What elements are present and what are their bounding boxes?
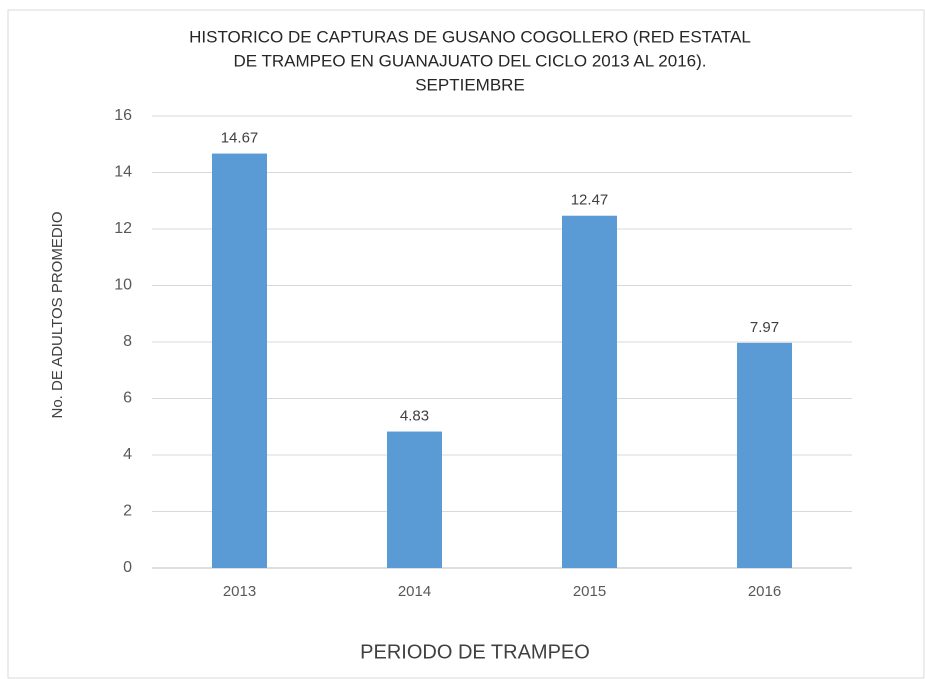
x-tick-label: 2016 <box>748 583 781 600</box>
bar <box>737 342 792 568</box>
data-label: 7.97 <box>750 319 779 336</box>
x-axis-label: PERIODO DE TRAMPEO <box>360 641 590 663</box>
x-tick-label: 2015 <box>573 583 606 600</box>
bar <box>562 215 617 568</box>
data-label: 4.83 <box>400 408 429 425</box>
data-label: 12.47 <box>571 192 609 209</box>
y-tick-label: 8 <box>123 333 132 350</box>
y-tick-label: 6 <box>123 390 132 407</box>
x-tick-label: 2014 <box>398 583 431 600</box>
y-tick-label: 4 <box>123 446 132 463</box>
bar <box>387 431 442 568</box>
y-tick-label: 2 <box>123 503 132 520</box>
y-tick-label: 14 <box>114 164 132 181</box>
chart-title: HISTORICO DE CAPTURAS DE GUSANO COGOLLER… <box>189 27 751 46</box>
y-tick-label: 0 <box>123 559 132 576</box>
x-tick-label: 2013 <box>223 583 256 600</box>
bar <box>212 153 267 568</box>
y-tick-label: 12 <box>114 220 132 237</box>
chart-title: DE TRAMPEO EN GUANAJUATO DEL CICLO 2013 … <box>233 51 706 70</box>
chart-title: SEPTIEMBRE <box>415 75 525 94</box>
data-label: 14.67 <box>221 130 259 147</box>
y-tick-label: 10 <box>114 277 132 294</box>
y-tick-label: 16 <box>114 107 132 124</box>
y-axis-label: No. DE ADULTOS PROMEDIO <box>49 212 66 419</box>
